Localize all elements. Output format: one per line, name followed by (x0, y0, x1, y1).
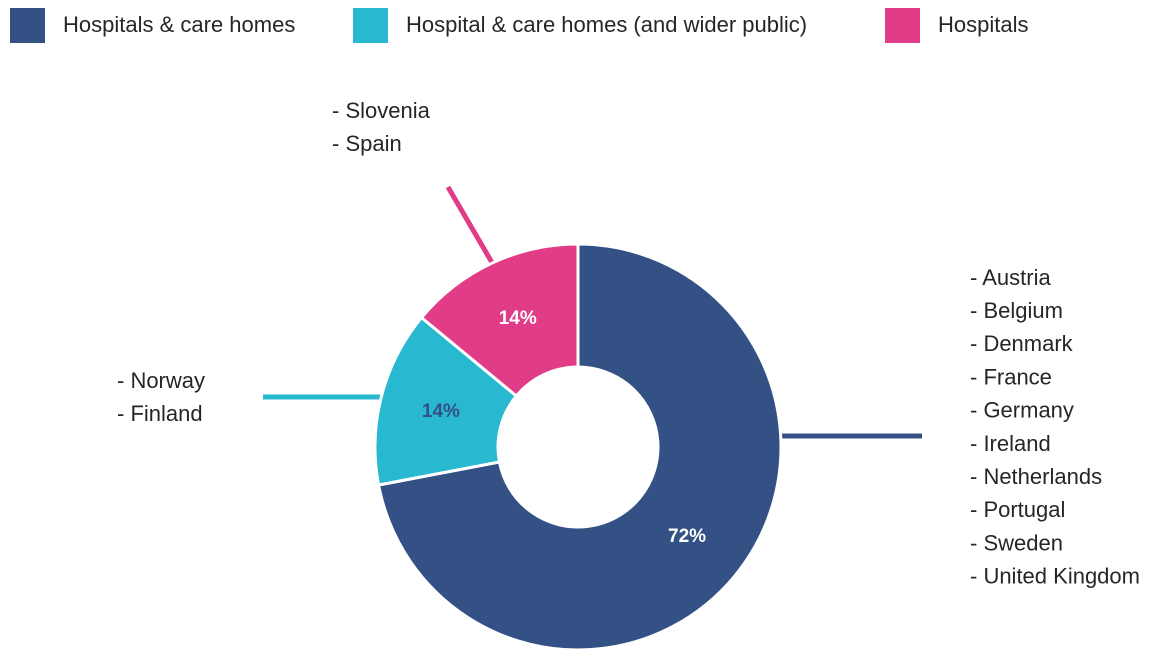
country-label: - Ireland (970, 431, 1051, 456)
legend-label: Hospitals & care homes (63, 12, 295, 37)
country-label: - Belgium (970, 298, 1063, 323)
country-label: - Germany (970, 398, 1074, 423)
legend-swatch (885, 8, 920, 43)
data-label: 14% (499, 308, 537, 329)
donut-segment (373, 315, 519, 487)
leader-line (445, 185, 497, 268)
donut-segment (376, 242, 783, 649)
country-label: - Finland (117, 401, 203, 426)
country-label: - Austria (970, 265, 1051, 290)
country-label: - Norway (117, 368, 205, 393)
country-label: - Netherlands (970, 464, 1102, 489)
country-label: - Denmark (970, 331, 1074, 356)
country-label: - Spain (332, 131, 402, 156)
country-label: - France (970, 364, 1052, 389)
country-label: - Sweden (970, 530, 1063, 555)
country-label: - Slovenia (332, 98, 431, 123)
country-label: - United Kingdom (970, 564, 1140, 589)
legend-swatch (10, 8, 45, 43)
country-label: - Portugal (970, 497, 1065, 522)
data-label: 14% (422, 401, 460, 422)
legend-label: Hospital & care homes (and wider public) (406, 12, 807, 37)
data-label: 72% (668, 526, 706, 547)
donut-segment (419, 242, 580, 399)
legend-label: Hospitals (938, 12, 1028, 37)
legend-swatch (353, 8, 388, 43)
